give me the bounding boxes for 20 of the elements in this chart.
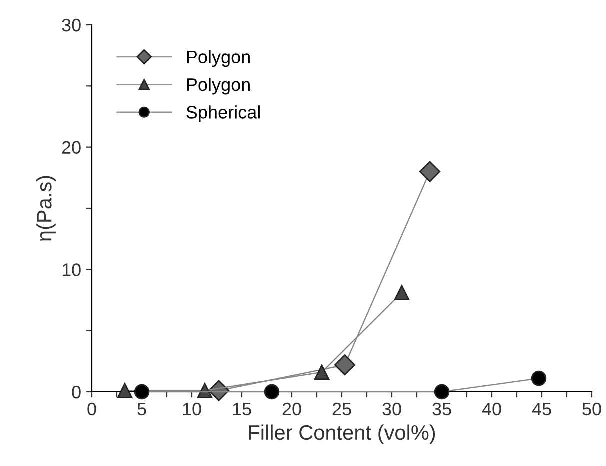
x-tick-label: 5 [138,403,146,416]
y-tick-label: 20 [62,141,81,154]
legend-label: Spherical [186,106,260,122]
x-tick-label: 20 [282,402,302,416]
legend-label: Polygon [187,78,250,95]
x-tick-label: 35 [432,402,452,416]
x-tick-label: 40 [482,402,502,416]
y-axis-title: η(Pa.s) [36,176,56,241]
x-tick-label: 45 [532,403,552,416]
x-tick-label: 15 [233,403,252,416]
y-tick-label: 0 [72,386,81,399]
legend-label: Polygon [187,50,250,68]
x-tick-label: 50 [582,402,602,416]
x-tick-label: 0 [88,402,96,416]
y-tick-label: 30 [62,18,81,32]
x-axis-title: Filler Content (vol%) [249,424,436,444]
x-tick-label: 10 [183,402,202,416]
x-tick-label: 30 [382,402,402,416]
x-tick-label: 25 [332,402,352,416]
y-tick-label: 10 [62,264,81,276]
